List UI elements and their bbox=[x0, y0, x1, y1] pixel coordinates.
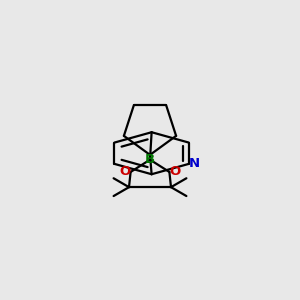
Text: B: B bbox=[145, 153, 155, 166]
Text: O: O bbox=[169, 165, 181, 178]
Text: O: O bbox=[119, 165, 130, 178]
Text: N: N bbox=[188, 158, 200, 170]
